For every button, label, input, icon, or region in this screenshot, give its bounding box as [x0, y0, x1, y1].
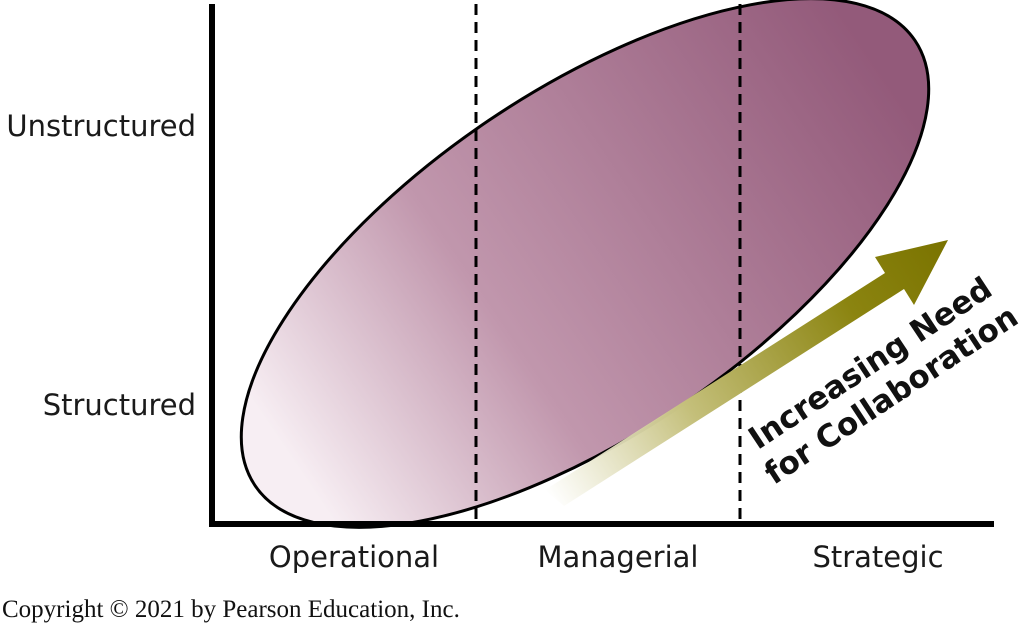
y-label-unstructured: Unstructured: [6, 109, 196, 143]
decision-ellipse: [239, 0, 931, 529]
x-label-operational: Operational: [269, 540, 439, 574]
x-label-managerial: Managerial: [537, 540, 698, 574]
x-label-strategic: Strategic: [812, 540, 943, 574]
y-label-structured: Structured: [43, 388, 196, 422]
collaboration-arrow: [545, 240, 948, 506]
copyright-notice: Copyright © 2021 by Pearson Education, I…: [2, 596, 460, 623]
